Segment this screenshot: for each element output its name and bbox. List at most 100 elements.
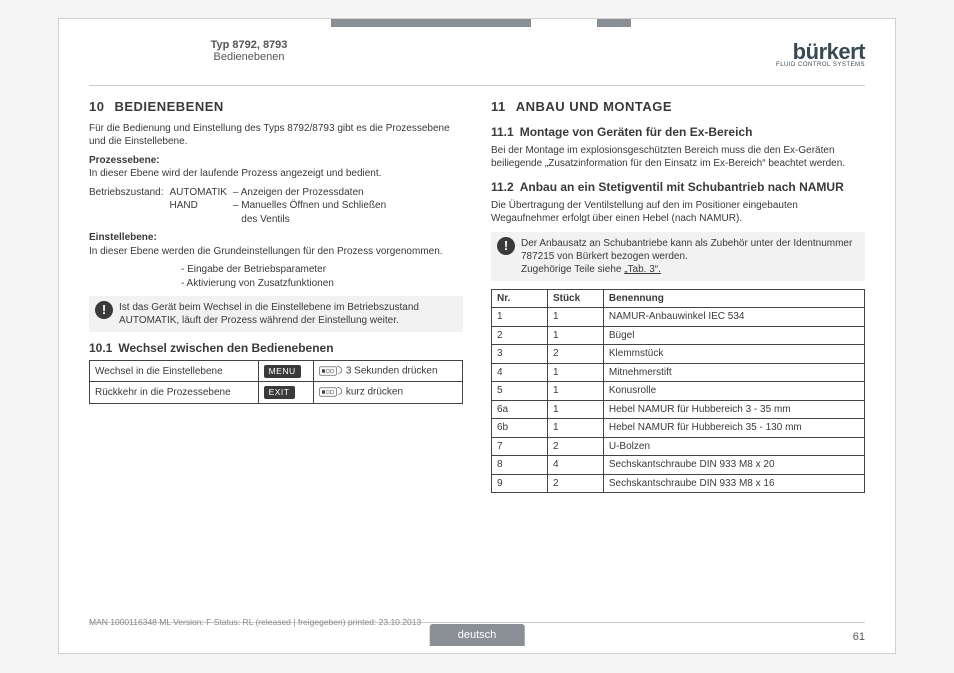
einstellebene-block: Einstellebene: In dieser Ebene werden di… (89, 231, 463, 258)
parts-cell: 6a (492, 400, 548, 419)
parts-cell: 2 (547, 474, 603, 493)
section-10-heading: 10 BEDIENEBENEN (89, 98, 463, 116)
heading-text: Wechsel zwischen den Bedienebenen (118, 341, 333, 355)
language-badge: deutsch (430, 624, 525, 646)
parts-cell: 6b (492, 419, 548, 438)
parts-cell: 9 (492, 474, 548, 493)
left-column: 10 BEDIENEBENEN Für die Bedienung und Ein… (89, 98, 463, 493)
paragraph-11-2: Die Übertragung der Ventilstellung auf d… (491, 199, 865, 226)
parts-cell: 1 (547, 419, 603, 438)
table-row: 32Klemmstück (492, 345, 865, 364)
parts-cell: 1 (547, 363, 603, 382)
switch-action: 3 Sekunden drücken (313, 361, 462, 382)
table-link[interactable]: „Tab. 3“. (624, 264, 661, 275)
note-box: ! Ist das Gerät beim Wechsel in die Eins… (89, 296, 463, 332)
page-number: 61 (853, 631, 865, 643)
section-11-1-heading: 11.1 Montage von Geräten für den Ex-Berei… (491, 124, 865, 140)
table-row: Wechsel in die Einstellebene MENU 3 Seku… (90, 361, 463, 382)
paragraph-11-1: Bei der Montage im explosionsgeschützten… (491, 144, 865, 171)
einstell-text: In dieser Ebene werden die Grundeinstell… (89, 246, 443, 257)
switch-label: Rückkehr in die Prozessebene (90, 382, 259, 403)
parts-cell: Konusrolle (603, 382, 864, 401)
button-badge: MENU (264, 365, 301, 378)
heading-text: Anbau an ein Stetigventil mit Schubantri… (520, 180, 844, 194)
table-row: 41Mitnehmerstift (492, 363, 865, 382)
section-label: Bedienebenen (89, 51, 409, 63)
prozessebene-block: Prozessebene: In dieser Ebene wird der l… (89, 154, 463, 181)
auto-label: AUTOMATIK (170, 186, 233, 200)
parts-cell: 1 (547, 400, 603, 419)
section-10-1-heading: 10.1 Wechsel zwischen den Bedienebenen (89, 340, 463, 356)
hand-desc: – Manuelles Öffnen und Schließen des Ven… (233, 199, 392, 226)
parts-cell: 4 (492, 363, 548, 382)
heading-number: 10 (89, 99, 104, 114)
parts-header: Benennung (603, 289, 864, 308)
table-row: Rückkehr in die Prozessebene EXIT kurz d… (90, 382, 463, 403)
parts-cell: Hebel NAMUR für Hubbereich 35 - 130 mm (603, 419, 864, 438)
einstell-items: - Eingabe der Betriebsparameter - Aktivi… (89, 263, 463, 290)
heading-text: Montage von Geräten für den Ex-Bereich (520, 125, 753, 139)
table-row: 6a1Hebel NAMUR für Hubbereich 3 - 35 mm (492, 400, 865, 419)
parts-table: Nr.StückBenennung 11NAMUR-Anbauwinkel IE… (491, 289, 865, 494)
right-column: 11ANBAU UND MONTAGE 11.1Montage von Gerä… (491, 98, 865, 493)
note-text: Ist das Gerät beim Wechsel in die Einste… (119, 301, 457, 327)
table-row: 11NAMUR-Anbauwinkel IEC 534 (492, 308, 865, 327)
switch-table: Wechsel in die Einstellebene MENU 3 Seku… (89, 360, 463, 403)
parts-cell: 1 (547, 308, 603, 327)
intro-paragraph: Für die Bedienung und Einstellung des Ty… (89, 122, 463, 149)
parts-cell: Sechskantschraube DIN 933 M8 x 20 (603, 456, 864, 475)
footer-meta: MAN 1000116348 ML Version: F Status: RL … (89, 617, 421, 627)
table-row: 72U-Bolzen (492, 437, 865, 456)
parts-cell: 8 (492, 456, 548, 475)
parts-header: Nr. (492, 289, 548, 308)
parts-cell: 2 (547, 345, 603, 364)
prozess-label: Prozessebene: (89, 155, 160, 166)
parts-cell: 7 (492, 437, 548, 456)
parts-cell: Klemmstück (603, 345, 864, 364)
press-icon (319, 385, 343, 399)
page-header: Typ 8792, 8793 Bedienebenen bürkert FLUI… (59, 19, 895, 81)
parts-cell: 2 (547, 437, 603, 456)
parts-header: Stück (547, 289, 603, 308)
betriebszustand-block: Betriebszustand: AUTOMATIK – Anzeigen de… (89, 186, 392, 227)
logo-text: bürkert (793, 39, 865, 64)
note-box: ! Der Anbausatz an Schubantriebe kann al… (491, 232, 865, 281)
parts-cell: 5 (492, 382, 548, 401)
parts-cell: 2 (492, 326, 548, 345)
einstell-label: Einstellebene: (89, 232, 157, 243)
table-row: 51Konusrolle (492, 382, 865, 401)
switch-button-cell: EXIT (258, 382, 313, 403)
heading-number: 11 (491, 99, 506, 114)
logo-subline: FLUID CONTROL SYSTEMS (776, 62, 865, 68)
heading-text: ANBAU UND MONTAGE (516, 99, 672, 114)
parts-cell: Sechskantschraube DIN 933 M8 x 16 (603, 474, 864, 493)
parts-cell: Hebel NAMUR für Hubbereich 3 - 35 mm (603, 400, 864, 419)
section-11-2-heading: 11.2Anbau an ein Stetigventil mit Schuba… (491, 179, 865, 195)
einstell-item: - Aktivierung von Zusatzfunktionen (181, 277, 463, 291)
parts-cell: 1 (492, 308, 548, 327)
type-label: Typ 8792, 8793 (89, 39, 409, 51)
parts-cell: U-Bolzen (603, 437, 864, 456)
parts-cell: 4 (547, 456, 603, 475)
parts-cell: 1 (547, 326, 603, 345)
einstell-item: - Eingabe der Betriebsparameter (181, 263, 463, 277)
table-row: 21Bügel (492, 326, 865, 345)
auto-desc: – Anzeigen der Prozessdaten (233, 186, 392, 200)
heading-number: 11.1 (491, 125, 514, 139)
press-icon (319, 364, 343, 378)
header-title-block: Typ 8792, 8793 Bedienebenen (89, 39, 409, 71)
heading-text: BEDIENEBENEN (114, 99, 223, 114)
heading-number: 10.1 (89, 341, 112, 355)
prozess-text: In dieser Ebene wird der laufende Prozes… (89, 168, 381, 179)
parts-cell: Bügel (603, 326, 864, 345)
hand-label: HAND (170, 199, 233, 226)
table-row: 6b1Hebel NAMUR für Hubbereich 35 - 130 m… (492, 419, 865, 438)
parts-cell: 1 (547, 382, 603, 401)
section-11-heading: 11 ANBAU UND MONTAGE (491, 98, 865, 116)
betriebs-label: Betriebszustand: (89, 186, 170, 200)
table-row: 92Sechskantschraube DIN 933 M8 x 16 (492, 474, 865, 493)
switch-button-cell: MENU (258, 361, 313, 382)
warning-icon: ! (497, 237, 515, 255)
switch-action: kurz drücken (313, 382, 462, 403)
parts-cell: 3 (492, 345, 548, 364)
